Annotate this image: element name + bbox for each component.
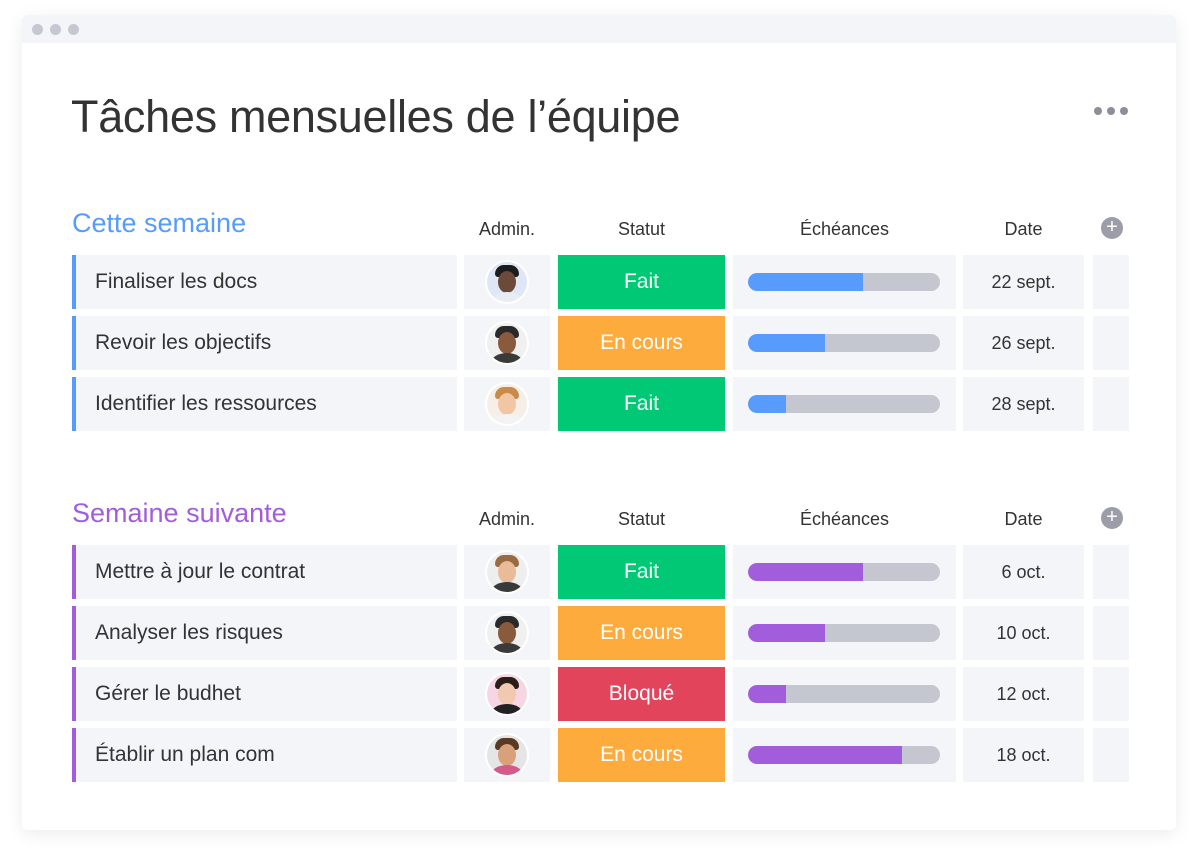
table-row: Établir un plan com En cours 18 oct. <box>72 728 1132 782</box>
avatar <box>485 382 529 426</box>
admin-cell[interactable] <box>464 728 550 782</box>
deadline-progress[interactable] <box>733 545 956 599</box>
more-options-icon[interactable] <box>1094 107 1128 115</box>
deadline-progress[interactable] <box>733 667 956 721</box>
admin-cell[interactable] <box>464 545 550 599</box>
task-name[interactable]: Analyser les risques <box>72 606 457 660</box>
window-minimize-dot[interactable] <box>50 23 61 35</box>
progress-fill <box>748 685 787 703</box>
avatar <box>485 550 529 594</box>
empty-cell[interactable] <box>1093 255 1129 309</box>
task-name[interactable]: Identifier les ressources <box>72 377 457 431</box>
title-bar <box>22 15 1176 43</box>
progress-track <box>748 395 940 413</box>
status-badge[interactable]: En cours <box>558 316 725 370</box>
progress-fill <box>748 334 825 352</box>
table-row: Mettre à jour le contrat Fait 6 oct. <box>72 545 1132 599</box>
task-name[interactable]: Établir un plan com <box>72 728 457 782</box>
app-window: Tâches mensuelles de l’équipe Cette sema… <box>22 15 1176 830</box>
progress-track <box>748 685 940 703</box>
admin-cell[interactable] <box>464 667 550 721</box>
deadline-progress[interactable] <box>733 606 956 660</box>
date-cell[interactable]: 6 oct. <box>963 545 1084 599</box>
column-header-deadlines[interactable]: Échéances <box>799 509 890 529</box>
progress-fill <box>748 563 864 581</box>
group-title[interactable]: Semaine suivante <box>72 498 287 528</box>
empty-cell[interactable] <box>1093 316 1129 370</box>
task-name[interactable]: Revoir les objectifs <box>72 316 457 370</box>
admin-cell[interactable] <box>464 377 550 431</box>
status-badge[interactable]: En cours <box>558 606 725 660</box>
progress-track <box>748 624 940 642</box>
avatar <box>485 672 529 716</box>
board-title: Tâches mensuelles de l’équipe <box>71 91 681 142</box>
status-badge[interactable]: Fait <box>558 255 725 309</box>
table-row: Analyser les risques En cours 10 oct. <box>72 606 1132 660</box>
date-cell[interactable]: 28 sept. <box>963 377 1084 431</box>
table-row: Revoir les objectifs En cours 26 sept. <box>72 316 1132 370</box>
column-header-admin[interactable]: Admin. <box>478 509 536 529</box>
date-cell[interactable]: 10 oct. <box>963 606 1084 660</box>
window-maximize-dot[interactable] <box>68 23 79 35</box>
group-title[interactable]: Cette semaine <box>72 208 247 238</box>
deadline-progress[interactable] <box>733 728 956 782</box>
empty-cell[interactable] <box>1093 728 1129 782</box>
deadline-progress[interactable] <box>733 255 956 309</box>
empty-cell[interactable] <box>1093 377 1129 431</box>
status-badge[interactable]: En cours <box>558 728 725 782</box>
column-header-date[interactable]: Date <box>1004 219 1043 239</box>
admin-cell[interactable] <box>464 316 550 370</box>
task-name[interactable]: Mettre à jour le contrat <box>72 545 457 599</box>
column-header-admin[interactable]: Admin. <box>478 219 536 239</box>
date-cell[interactable]: 26 sept. <box>963 316 1084 370</box>
table-row: Identifier les ressources Fait 28 sept. <box>72 377 1132 431</box>
status-badge[interactable]: Fait <box>558 545 725 599</box>
add-column-icon[interactable]: + <box>1101 507 1123 529</box>
progress-fill <box>748 273 864 291</box>
progress-fill <box>748 746 902 764</box>
deadline-progress[interactable] <box>733 377 956 431</box>
status-badge[interactable]: Bloqué <box>558 667 725 721</box>
column-header-status[interactable]: Statut <box>617 219 666 239</box>
progress-fill <box>748 395 787 413</box>
avatar <box>485 260 529 304</box>
empty-cell[interactable] <box>1093 606 1129 660</box>
task-name[interactable]: Finaliser les docs <box>72 255 457 309</box>
avatar <box>485 733 529 777</box>
column-header-date[interactable]: Date <box>1004 509 1043 529</box>
table-row: Gérer le budhet Bloqué 12 oct. <box>72 667 1132 721</box>
progress-fill <box>748 624 825 642</box>
empty-cell[interactable] <box>1093 667 1129 721</box>
table-row: Finaliser les docs Fait 22 sept. <box>72 255 1132 309</box>
avatar <box>485 321 529 365</box>
empty-cell[interactable] <box>1093 545 1129 599</box>
add-column-icon[interactable]: + <box>1101 217 1123 239</box>
window-close-dot[interactable] <box>32 23 43 35</box>
task-name[interactable]: Gérer le budhet <box>72 667 457 721</box>
column-header-status[interactable]: Statut <box>617 509 666 529</box>
progress-track <box>748 273 940 291</box>
status-badge[interactable]: Fait <box>558 377 725 431</box>
date-cell[interactable]: 18 oct. <box>963 728 1084 782</box>
progress-track <box>748 563 940 581</box>
deadline-progress[interactable] <box>733 316 956 370</box>
progress-track <box>748 334 940 352</box>
progress-track <box>748 746 940 764</box>
avatar <box>485 611 529 655</box>
column-header-deadlines[interactable]: Échéances <box>799 219 890 239</box>
date-cell[interactable]: 22 sept. <box>963 255 1084 309</box>
admin-cell[interactable] <box>464 255 550 309</box>
date-cell[interactable]: 12 oct. <box>963 667 1084 721</box>
admin-cell[interactable] <box>464 606 550 660</box>
